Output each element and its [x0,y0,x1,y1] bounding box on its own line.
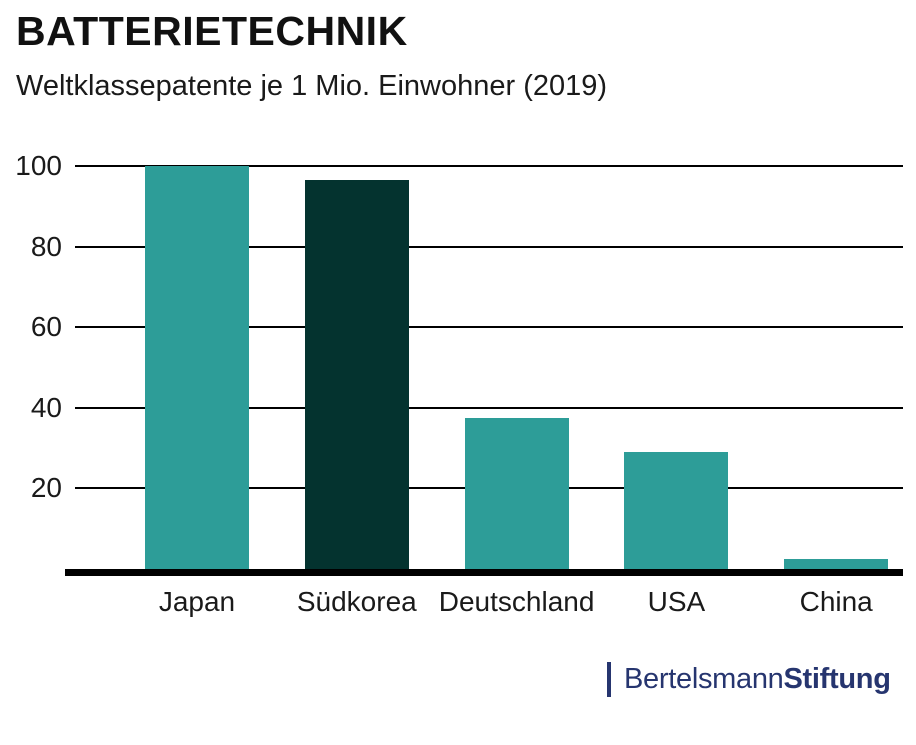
x-axis-line [65,569,903,576]
bar [304,180,409,569]
page-title: BATTERIETECHNIK [16,8,408,54]
y-gridline [75,245,903,248]
y-tick-label: 100 [15,150,62,181]
x-tick-label: China [799,586,873,617]
y-gridline [75,406,903,409]
x-tick-label: USA [647,586,706,617]
brand-logo: BertelsmannStiftung [607,661,891,698]
logo-text-bold: Stiftung [783,663,891,695]
bar [145,166,249,569]
y-gridline [75,326,903,329]
bar [624,452,729,569]
x-tick-label: Japan [158,586,236,617]
bar [464,417,569,569]
logo-divider-bar [607,662,611,697]
chart-subtitle: Weltklassepatente je 1 Mio. Einwohner (2… [16,70,608,102]
y-gridline [75,165,903,167]
bar [784,558,889,569]
x-tick-label: Südkorea [296,586,417,617]
logo-text: BertelsmannStiftung [624,663,891,696]
y-tick-label: 20 [30,472,62,504]
y-tick-label: 80 [30,230,62,262]
y-tick-label: 60 [30,311,62,343]
x-tick-label: Deutschland [438,586,595,617]
y-tick-label: 40 [30,391,62,423]
logo-text-regular: Bertelsmann [624,663,784,695]
